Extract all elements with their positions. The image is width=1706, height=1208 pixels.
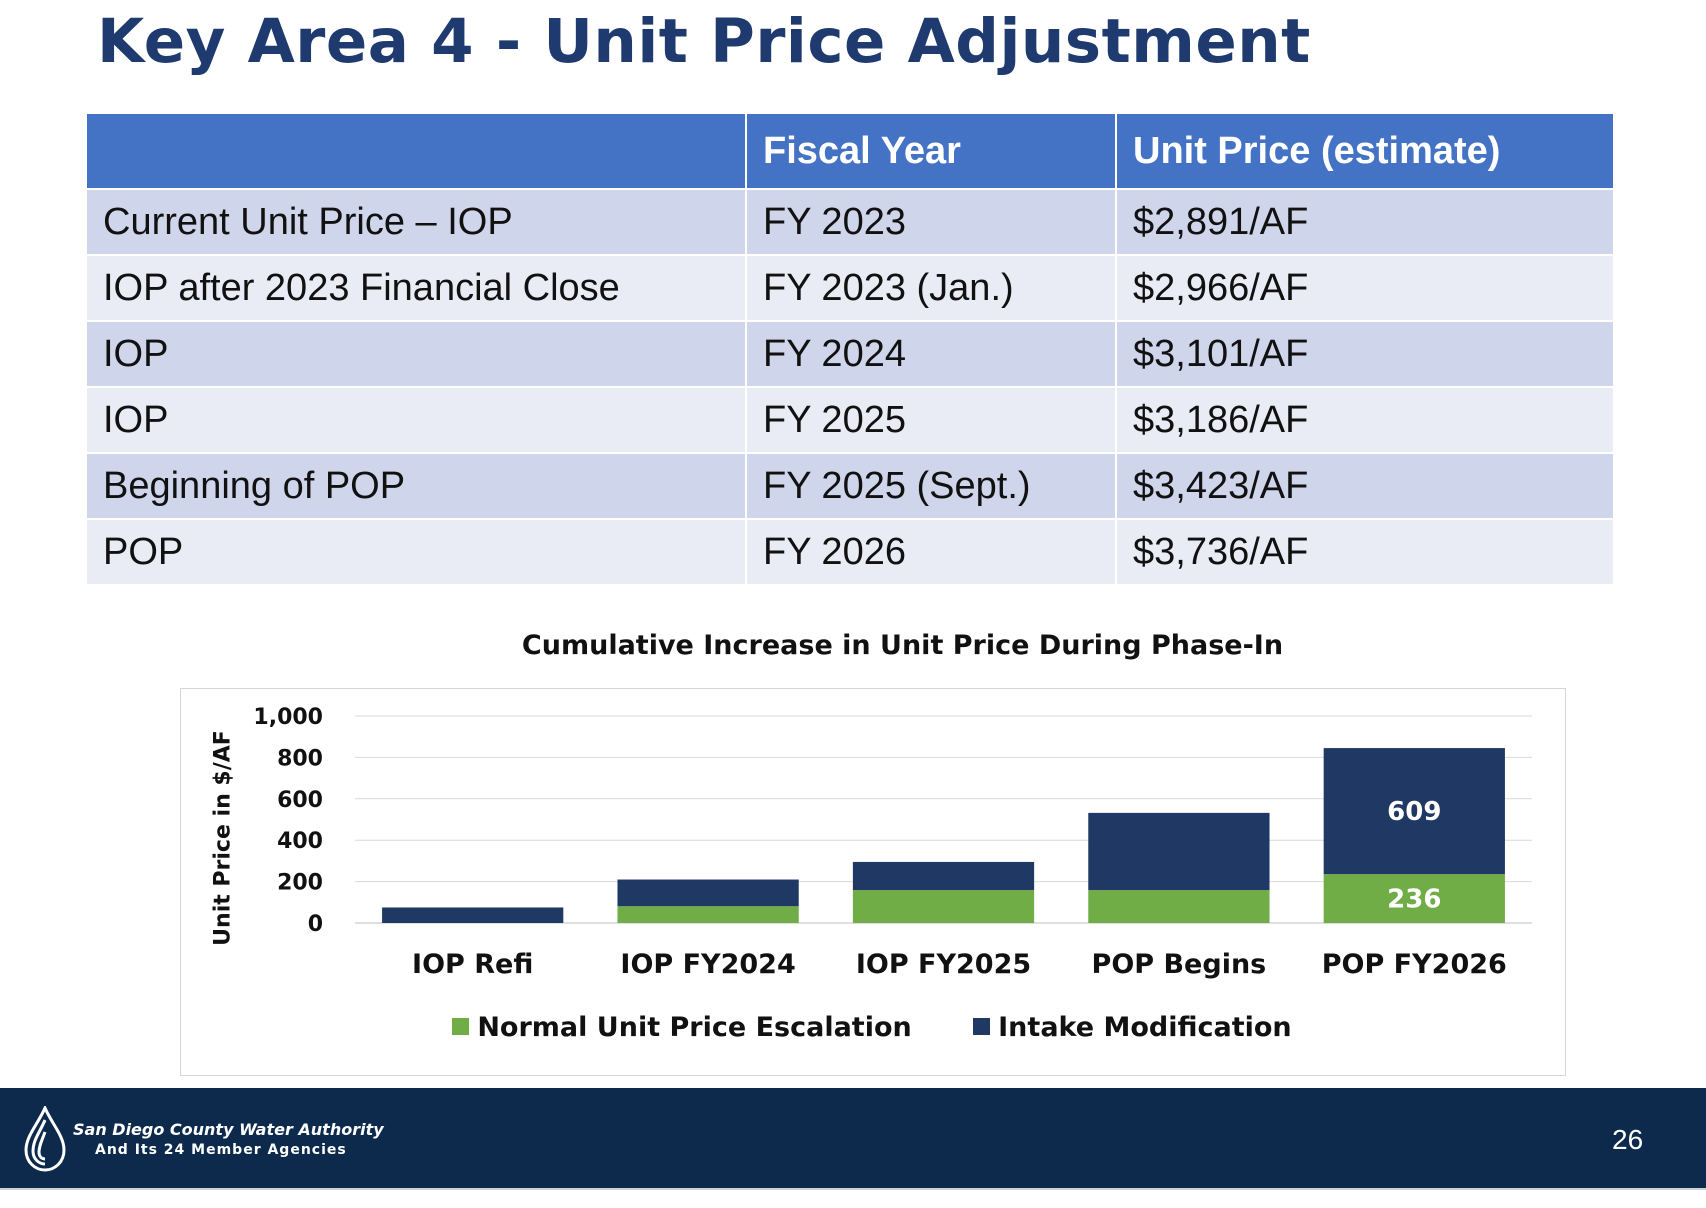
table-header-cell [85,112,747,190]
org-name: San Diego County Water Authority [73,1120,384,1139]
table-row: POP FY 2026 $3,736/AF [85,518,1615,586]
table-cell: FY 2023 (Jan.) [745,254,1117,322]
org-subtitle: And Its 24 Member Agencies [95,1142,347,1158]
bar-segment [1323,748,1505,875]
legend-swatch-navy [973,1018,991,1035]
table-cell: FY 2024 [745,320,1117,388]
chart-title: Cumulative Increase in Unit Price During… [521,630,1284,661]
table-cell: $3,736/AF [1115,518,1615,586]
table-cell: FY 2023 [745,188,1117,256]
y-tick-label: 200 [277,871,323,896]
table-row: Current Unit Price – IOP FY 2023 $2,891/… [85,188,1615,256]
bar-segment [617,879,799,907]
legend-item-normal-escalation: Normal Unit Price Escalation [452,1012,912,1043]
y-tick-label: 1,000 [253,705,323,730]
bar-segment [1088,812,1270,891]
legend-swatch-green [452,1018,470,1035]
table-cell: IOP [85,320,747,388]
table-header-cell: Unit Price (estimate) [1115,112,1615,190]
footer-bottom-strip [0,1188,1706,1208]
bar-segment [617,906,799,923]
table-header-row: Fiscal Year Unit Price (estimate) [85,112,1615,190]
x-tick-label: POP Begins [1092,949,1267,980]
bar-segment [1323,874,1505,923]
y-tick-label: 400 [277,829,323,854]
legend-label: Normal Unit Price Escalation [477,1012,912,1043]
table-row: Beginning of POP FY 2025 (Sept.) $3,423/… [85,452,1615,520]
table-cell: $3,101/AF [1115,320,1615,388]
legend-label: Intake Modification [998,1012,1292,1043]
bar-segment [1088,890,1270,923]
stacked-bar-chart: 0 200 400 600 800 1,000 IOP Refi IOP FY2024 IOP … [253,705,1532,980]
table-cell: $3,423/AF [1115,452,1615,520]
footer-band [0,1088,1706,1188]
bar-segment [382,907,564,923]
bar-segment [852,890,1035,923]
slide-title: Key Area 4 - Unit Price Adjustment [97,6,1311,77]
y-tick-label: 600 [277,788,323,813]
y-tick-label: 0 [308,912,323,937]
table-row: IOP FY 2024 $3,101/AF [85,320,1615,388]
table-cell: FY 2026 [745,518,1117,586]
bar-segment [852,861,1035,891]
legend-item-intake-modification: Intake Modification [973,1012,1292,1043]
table-cell: $2,891/AF [1115,188,1615,256]
table-cell: $3,186/AF [1115,386,1615,454]
chart-legend: Normal Unit Price Escalation Intake Modi… [180,1012,1564,1043]
water-drop-logo-icon [24,1106,66,1172]
table-cell: Current Unit Price – IOP [85,188,747,256]
page-number: 26 [1612,1124,1644,1155]
table-cell: Beginning of POP [85,452,747,520]
table-row: IOP after 2023 Financial Close FY 2023 (… [85,254,1615,322]
x-tick-label: POP FY2026 [1322,949,1507,980]
data-label: 609 [1387,797,1441,827]
table-header-cell: Fiscal Year [745,112,1117,190]
table-cell: IOP after 2023 Financial Close [85,254,747,322]
y-tick-label: 800 [277,746,323,771]
table-cell: $2,966/AF [1115,254,1615,322]
table-row: IOP FY 2025 $3,186/AF [85,386,1615,454]
x-tick-label: IOP FY2024 [620,949,795,980]
unit-price-table: Fiscal Year Unit Price (estimate) Curren… [85,112,1615,586]
table-cell: POP [85,518,747,586]
y-axis-label: Unit Price in $/AF [210,730,236,946]
table-cell: FY 2025 (Sept.) [745,452,1117,520]
x-tick-label: IOP Refi [412,949,533,980]
x-tick-label: IOP FY2025 [856,949,1031,980]
table-cell: IOP [85,386,747,454]
table-cell: FY 2025 [745,386,1117,454]
data-label: 236 [1387,885,1441,915]
